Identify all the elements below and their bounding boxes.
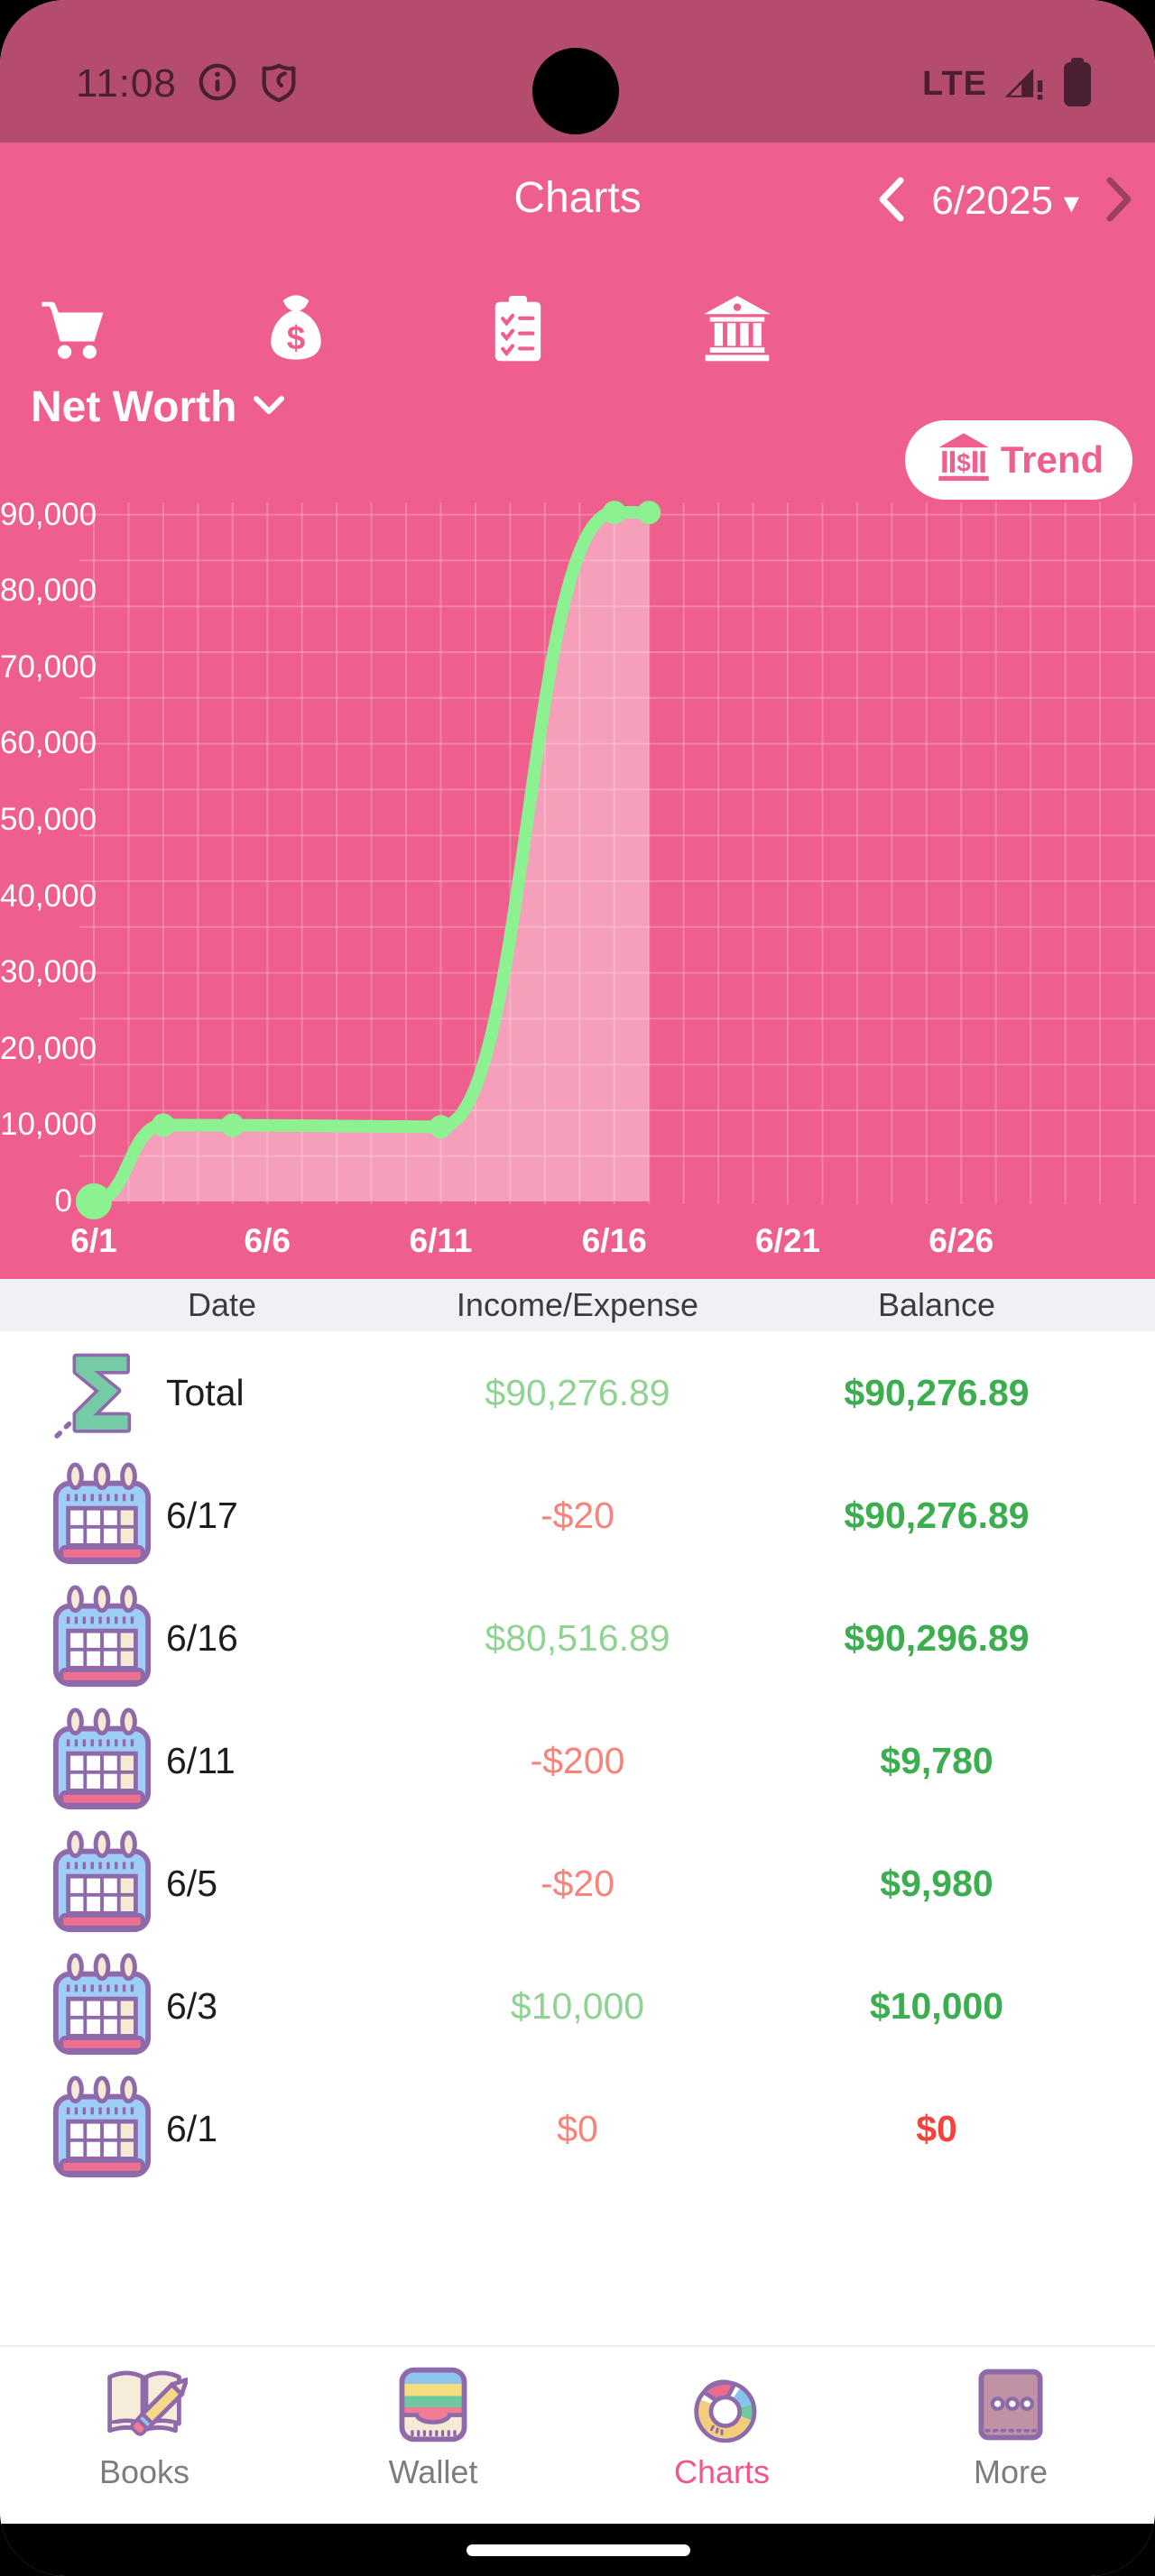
- row-date: 6/17: [166, 1495, 238, 1536]
- tab-income[interactable]: $: [255, 290, 337, 372]
- nav-label-charts: Charts: [673, 2453, 771, 2490]
- tab-expense[interactable]: [32, 290, 113, 372]
- next-month-button[interactable]: [1104, 176, 1135, 227]
- column-header-income-expense: Income/Expense: [456, 1286, 699, 1323]
- row-balance: $90,276.89: [844, 1372, 1030, 1413]
- bank-icon: [699, 291, 775, 372]
- calendar-icon: [49, 1707, 155, 1814]
- row-income: -$20: [540, 1495, 615, 1536]
- nav-label-wallet: Wallet: [388, 2453, 478, 2490]
- calendar-icon: [49, 1830, 155, 1937]
- row-balance: $90,276.89: [844, 1495, 1030, 1536]
- table-row[interactable]: Σ: [0, 1699, 1155, 1822]
- row-date: 6/3: [166, 1985, 217, 2027]
- row-balance: $0: [916, 2108, 957, 2149]
- prev-month-button[interactable]: [875, 176, 906, 227]
- nav-item-books[interactable]: Books: [0, 2347, 289, 2525]
- home-indicator[interactable]: [467, 2544, 690, 2556]
- calendar-icon: [49, 1585, 155, 1691]
- row-date: 6/5: [166, 1863, 217, 1904]
- row-date: 6/11: [166, 1740, 236, 1781]
- row-balance: $9,980: [880, 1863, 993, 1904]
- svg-text:Σ: Σ: [67, 1339, 135, 1446]
- money-bag-icon: $: [258, 291, 334, 372]
- status-bar: 11:08 LTE: [0, 0, 1155, 143]
- network-type: LTE: [922, 64, 987, 103]
- month-navigator: 6/2025 ▾: [875, 170, 1135, 233]
- row-balance: $10,000: [869, 1985, 1004, 2027]
- books-icon: [101, 2361, 189, 2448]
- checklist-clipboard-icon: [480, 291, 556, 372]
- bottom-navigation: Books: [0, 2345, 1155, 2524]
- nav-label-books: Books: [98, 2453, 190, 2490]
- caret-down-icon: ▾: [1063, 186, 1079, 220]
- signal-icon: [1000, 59, 1047, 110]
- nav-item-wallet[interactable]: Wallet: [289, 2347, 578, 2525]
- nav-item-more[interactable]: More: [866, 2347, 1155, 2525]
- charts-header: Charts 6/2025 ▾: [0, 143, 1155, 1279]
- calendar-icon: [49, 2075, 155, 2182]
- nav-label-more: More: [973, 2453, 1049, 2490]
- table-row[interactable]: Σ: [0, 1331, 1155, 1457]
- chevron-down-icon: [253, 394, 285, 420]
- gesture-bar-area: [0, 2524, 1155, 2576]
- calendar-icon: [49, 1462, 155, 1569]
- column-header-date: Date: [187, 1286, 257, 1323]
- table-row[interactable]: Σ: [0, 2067, 1155, 2190]
- row-income: $0: [557, 2108, 598, 2149]
- row-income: $90,276.89: [485, 1372, 670, 1413]
- row-date: 6/16: [166, 1617, 238, 1659]
- calendar-icon: [49, 1953, 155, 2059]
- row-income: -$200: [530, 1740, 625, 1781]
- svg-text:$: $: [956, 448, 971, 476]
- row-balance: $90,296.89: [844, 1617, 1030, 1659]
- row-income: $10,000: [510, 1985, 645, 2027]
- table-row[interactable]: Σ: [0, 1945, 1155, 2067]
- table-header: Date Income/Expense Balance: [0, 1279, 1155, 1331]
- category-tabs: $: [0, 278, 1155, 500]
- daily-balance-table: Σ: [0, 1331, 1155, 2190]
- battery-icon: [1059, 56, 1095, 113]
- svg-text:$: $: [287, 318, 306, 355]
- tab-accounts[interactable]: [697, 290, 778, 372]
- tab-budget[interactable]: [477, 290, 559, 372]
- donut-chart-icon: [679, 2361, 765, 2448]
- sigma-icon: Σ: [49, 1334, 155, 1457]
- month-selector[interactable]: 6/2025 ▾: [931, 179, 1079, 223]
- wallet-icon: [390, 2361, 476, 2448]
- more-icon: [967, 2361, 1054, 2448]
- metric-selector[interactable]: Net Worth: [31, 382, 285, 432]
- table-row[interactable]: Σ: [0, 1822, 1155, 1945]
- shield-icon: [258, 61, 300, 107]
- net-worth-chart: [76, 501, 1155, 1219]
- column-header-balance: Balance: [877, 1286, 996, 1323]
- table-row[interactable]: Σ: [0, 1577, 1155, 1699]
- row-income: -$20: [540, 1863, 615, 1904]
- nav-item-charts[interactable]: Charts: [578, 2347, 866, 2525]
- info-icon: [197, 61, 238, 107]
- row-date: Total: [166, 1372, 245, 1413]
- row-balance: $9,780: [880, 1740, 993, 1781]
- row-income: $80,516.89: [485, 1617, 670, 1659]
- row-date: 6/1: [166, 2108, 217, 2149]
- shopping-cart-icon: [34, 291, 110, 372]
- trend-tab-label: Trend: [1000, 438, 1104, 481]
- clock: 11:08: [76, 61, 177, 106]
- camera-cutout: [532, 48, 619, 134]
- bank-trend-icon: $: [934, 428, 993, 492]
- page-title: Charts: [513, 174, 642, 222]
- table-row[interactable]: Σ: [0, 1454, 1155, 1577]
- tab-trend[interactable]: $ Trend: [905, 420, 1132, 500]
